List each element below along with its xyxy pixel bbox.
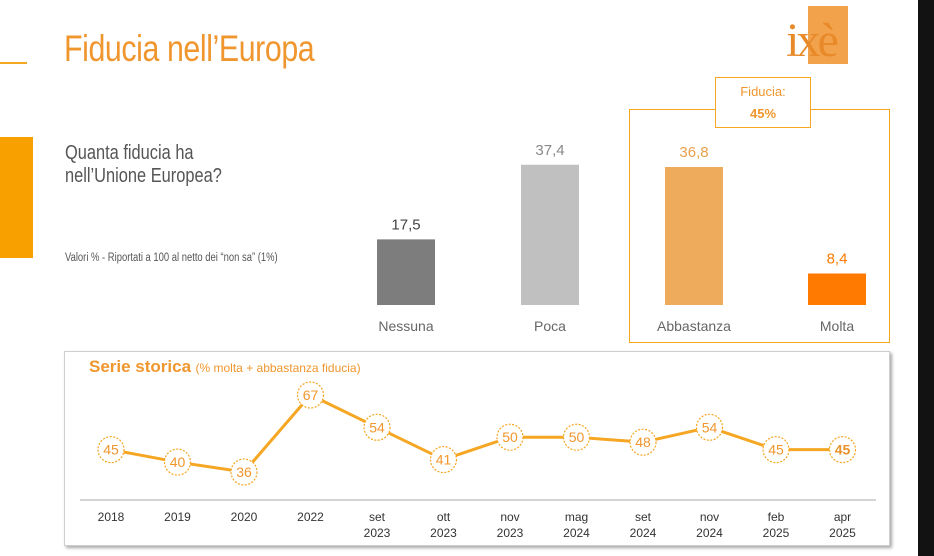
- x-tick-label: feb 2025: [763, 510, 790, 540]
- fiducia-value: 45%: [749, 106, 777, 121]
- ixe-logo: ixè: [775, 6, 848, 67]
- x-tick-label: set 2023: [364, 510, 391, 540]
- data-point: [562, 423, 591, 451]
- data-point-label: 67: [303, 387, 319, 403]
- data-point-label: 54: [702, 419, 718, 435]
- data-point-label: 45: [835, 442, 851, 458]
- bar-value-label: 37,4: [535, 142, 564, 159]
- x-tick-label: set 2024: [630, 510, 657, 540]
- data-point: [762, 436, 790, 464]
- data-point-label: 36: [236, 464, 252, 480]
- data-point-label: 41: [436, 452, 452, 468]
- bar-abbastanza: [665, 167, 723, 305]
- fiducia-label: Fiducia:: [740, 84, 786, 99]
- bar-category-label: Abbastanza: [657, 318, 731, 334]
- data-point: [629, 428, 657, 456]
- bar-poca: [521, 164, 579, 305]
- page-title: Fiducia nell’Europa: [64, 28, 315, 69]
- data-point: [296, 381, 325, 409]
- fiducia-bar-chart: 17,5 Nessuna 37,4 Poca 36,8 Abbastanza 8,4 Molt…: [377, 142, 866, 334]
- x-tick-label: 2022: [297, 510, 324, 524]
- x-tick-label: nov 2024: [696, 510, 723, 540]
- x-tick-label: nov 2023: [497, 510, 524, 540]
- x-tick-label: 2019: [164, 510, 191, 524]
- x-tick-label: mag 2024: [563, 510, 590, 540]
- data-point-label: 50: [569, 429, 585, 445]
- bar-value-label: 8,4: [827, 251, 848, 268]
- right-edge-strip: [918, 0, 934, 556]
- bar-category-label: Nessuna: [378, 318, 433, 334]
- data-point: [429, 445, 458, 474]
- data-point: [496, 423, 524, 451]
- series-line: [110, 393, 843, 474]
- data-point-label: 45: [103, 442, 119, 458]
- logo-text: ixè: [786, 14, 837, 64]
- historical-title-main: Serie storica: [89, 357, 192, 376]
- data-point: [828, 436, 857, 464]
- data-point-label: 45: [768, 442, 784, 458]
- left-accent-line: [0, 62, 27, 64]
- data-point: [230, 458, 258, 486]
- survey-question: Quanta fiducia ha nell’Unione Europea?: [65, 142, 222, 187]
- historical-series-title: Serie storica (% molta + abbastanza fidu…: [89, 357, 361, 377]
- data-point: [695, 413, 724, 441]
- x-tick-label: ott 2023: [430, 510, 457, 540]
- x-tick-label: 2020: [231, 510, 258, 524]
- values-note: Valori % - Riportati a 100 al netto dei …: [65, 252, 278, 264]
- data-point-label: 54: [369, 419, 385, 435]
- bar-value-label: 36,8: [679, 144, 708, 161]
- left-accent-block: [0, 137, 33, 258]
- data-point: [363, 413, 391, 441]
- bar-value-label: 17,5: [391, 216, 420, 233]
- bar-molta: [808, 273, 866, 305]
- data-point: [97, 436, 125, 464]
- x-tick-label: 2018: [98, 510, 125, 524]
- bar-nessuna: [377, 239, 435, 305]
- historical-title-sub: (% molta + abbastanza fiducia): [195, 361, 361, 375]
- data-point-label: 50: [502, 429, 518, 445]
- data-point: [163, 448, 192, 476]
- bar-category-label: Molta: [820, 318, 854, 334]
- bar-category-label: Poca: [534, 318, 566, 334]
- x-tick-label: apr 2025: [829, 510, 856, 540]
- fiducia-summary-box: Fiducia: 45%: [715, 77, 811, 128]
- data-point-label: 40: [170, 454, 186, 470]
- data-point-label: 48: [635, 434, 651, 450]
